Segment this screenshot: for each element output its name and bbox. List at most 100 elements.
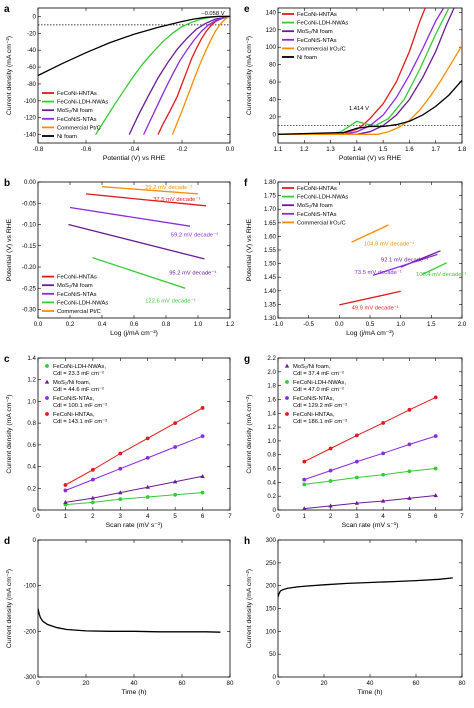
legend-label: FeCoNi-LDH-NWAs: [297, 195, 348, 201]
data-point: [381, 421, 386, 425]
y-tick-label: -0.10: [22, 222, 37, 229]
legend-label: MoS₂/Ni foam: [297, 29, 333, 35]
data-point: [354, 459, 359, 464]
x-tick-label: -0.8: [33, 146, 44, 153]
legend-cdl: Cdl = 37.4 mF cm⁻²: [293, 371, 344, 377]
legend-label: Commercial IrO₂/C: [297, 220, 346, 226]
legend-label: FeCoNiS-NTAs: [57, 292, 97, 298]
y-tick-label: 1.6: [267, 396, 276, 403]
series-line: [85, 193, 207, 207]
x-tick-label: 20: [321, 680, 328, 687]
y-axis-label: Current density (mA cm⁻²): [246, 569, 253, 648]
data-point: [90, 467, 95, 472]
panel-letter: g: [244, 354, 250, 365]
legend-label: Commercial Pt/C: [57, 125, 101, 131]
x-tick-label: 1.7: [431, 146, 440, 153]
x-tick-label: 0: [276, 680, 280, 687]
x-tick-label: 2: [91, 513, 95, 520]
fit-line: [65, 407, 203, 486]
series-line: [157, 15, 230, 135]
y-axis-label: Current density (mA cm⁻²): [6, 569, 13, 648]
legend-label: FeCoNi-LDH-NWAs,: [293, 380, 346, 386]
legend-label: FeCoNi-LDH-NWAs: [57, 300, 108, 306]
y-tick-label: -20: [27, 30, 37, 37]
y-tick-label: 0: [273, 674, 277, 681]
x-tick-label: 20: [83, 680, 90, 687]
panel-f: f -1.0 -0.5 0.0 0.5 1.0 1.5 2.0 1.30 1.35 1.40 1.45…: [244, 178, 467, 337]
plot-area: [278, 577, 453, 598]
plot-frame: [277, 357, 463, 511]
legend-label: FeCoNi-HNTAs: [57, 275, 97, 281]
y-tick-label: 0.8: [267, 452, 276, 459]
y-tick-label: 1.8: [267, 383, 276, 390]
x-tick-label: 60: [179, 680, 186, 687]
legend-label: Commercial Pt/C: [57, 309, 101, 315]
y-axis-label: Current density (mA cm⁻²): [6, 36, 13, 115]
y-tick-label: 20: [269, 114, 276, 121]
x-tick-label: 40: [131, 680, 138, 687]
data-point: [173, 445, 178, 449]
x-tick-label: 5: [173, 513, 177, 520]
fit-line: [304, 435, 436, 481]
x-tick-label: 1.5: [427, 321, 436, 328]
data-point: [173, 492, 178, 497]
data-point: [328, 446, 333, 451]
data-point: [145, 484, 150, 489]
legend: FeCoNi-HNTAs MoS₂/Ni foam FeCoNiS-NTAs FeCo…: [42, 275, 108, 315]
data-point: [63, 500, 68, 504]
x-tick-label: -1.0: [273, 321, 284, 328]
series-line: [278, 45, 462, 135]
y-tick-label: -300: [24, 674, 37, 681]
data-point: [354, 500, 360, 505]
plot-area: [339, 224, 447, 306]
y-tick-label: 300: [266, 537, 277, 544]
legend-cdl: Cdl = 47.0 mF cm⁻²: [293, 387, 344, 393]
y-tick-label: -0.30: [22, 307, 37, 314]
panel-letter: f: [244, 178, 248, 189]
y-axis-label: Current density (mA cm⁻²): [246, 36, 253, 115]
data-point: [354, 433, 359, 438]
x-tick-label: 0.5: [366, 321, 375, 328]
legend-label: MoS₂/Ni foam,: [293, 364, 331, 370]
series-line: [278, 79, 462, 135]
series-line: [92, 256, 186, 289]
x-tick-label: 0: [36, 513, 40, 520]
legend-marker: [44, 379, 50, 384]
x-tick-label: 4: [146, 513, 150, 520]
y-tick-label: -80: [27, 81, 37, 88]
x-tick-label: 1.3: [326, 146, 335, 153]
legend-label: FeCoNi-HNTAs: [297, 12, 337, 18]
y-tick-label: 1.65: [264, 220, 277, 227]
series-line: [278, 8, 455, 135]
annotation: 92.1 mV decade⁻¹: [381, 257, 428, 263]
legend: FeCoNi-LDH-NWAs,Cdl = 23.3 mF cm⁻² MoS₂/N…: [44, 364, 107, 425]
panel-e: e 1.1 1.2 1.3 1.4 1.5 1.6 1.7 1.8 0 20 40 60 80 100 120…: [244, 4, 467, 162]
legend: FeCoNi-HNTAs FeCoNi-LDH-NWAs MoS₂/Ni foam F…: [282, 186, 348, 226]
data-point: [118, 466, 123, 471]
x-tick-label: 3: [119, 513, 123, 520]
annotation: 122.6 mV decade⁻¹: [145, 298, 196, 304]
annotation: 49.9 mV decade⁻¹: [352, 305, 399, 311]
legend-marker: [45, 412, 49, 416]
x-tick-label: 1.2: [226, 321, 235, 328]
data-point: [407, 442, 412, 447]
x-tick-label: 5: [408, 513, 412, 520]
x-tick-label: 1.5: [379, 146, 388, 153]
data-point: [145, 455, 150, 460]
y-axis-label: Current density (mA cm⁻²): [246, 394, 253, 473]
x-tick-label: 4: [381, 513, 385, 520]
y-tick-label: 1.60: [264, 233, 277, 240]
data-point: [90, 477, 95, 482]
series-line: [143, 15, 230, 135]
data-point: [173, 421, 178, 426]
data-point: [118, 497, 123, 502]
legend-marker: [45, 364, 49, 368]
x-tick-label: 60: [413, 680, 420, 687]
y-tick-label: 0.8: [27, 420, 36, 427]
x-tick-label: 1.6: [405, 146, 414, 153]
panel-h: h 0 20 40 60 80 0 50 100 150 200 250 300 Time (h) Curr…: [244, 536, 466, 696]
series-line: [69, 206, 191, 227]
x-tick-label: -0.4: [129, 146, 140, 153]
plot-area: [38, 15, 230, 135]
y-tick-label: 150: [266, 606, 277, 613]
